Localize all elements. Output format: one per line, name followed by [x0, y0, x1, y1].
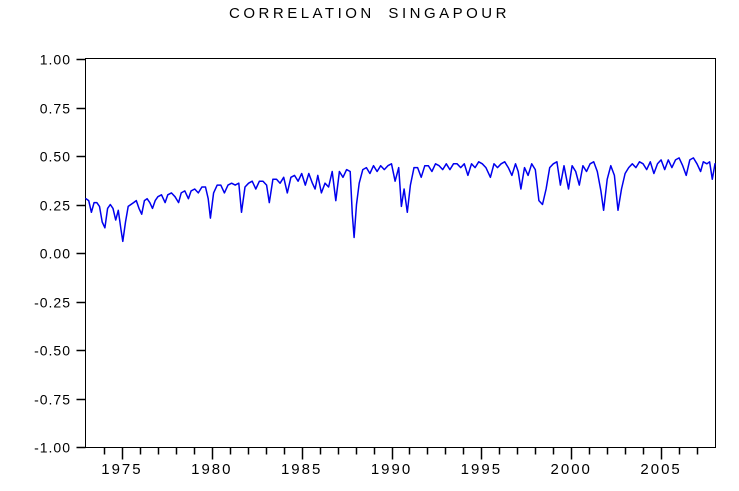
correlation-series-line	[85, 157, 716, 243]
x-tick-label: 2000	[551, 461, 592, 478]
chart-title: CORRELATION SINGAPOUR	[229, 5, 510, 22]
plot-area-box	[85, 58, 716, 448]
y-tick-label: 0.00	[40, 246, 71, 262]
x-tick-label: 1985	[281, 461, 322, 478]
y-tick-label: -0.50	[34, 343, 71, 359]
y-tick-label: -0.75	[34, 392, 71, 408]
x-tick-label: 1995	[461, 461, 502, 478]
x-tick-label: 1975	[101, 461, 142, 478]
y-tick-label: 0.50	[40, 149, 71, 165]
y-tick-label: 0.25	[40, 198, 71, 214]
x-tick-label: 1990	[371, 461, 412, 478]
y-tick-label: 1.00	[40, 52, 71, 68]
x-tick-label: 2005	[640, 461, 681, 478]
y-tick-label: -1.00	[34, 440, 71, 456]
y-tick-label: 0.75	[40, 101, 71, 117]
x-tick-label: 1980	[191, 461, 232, 478]
y-tick-label: -0.25	[34, 295, 71, 311]
